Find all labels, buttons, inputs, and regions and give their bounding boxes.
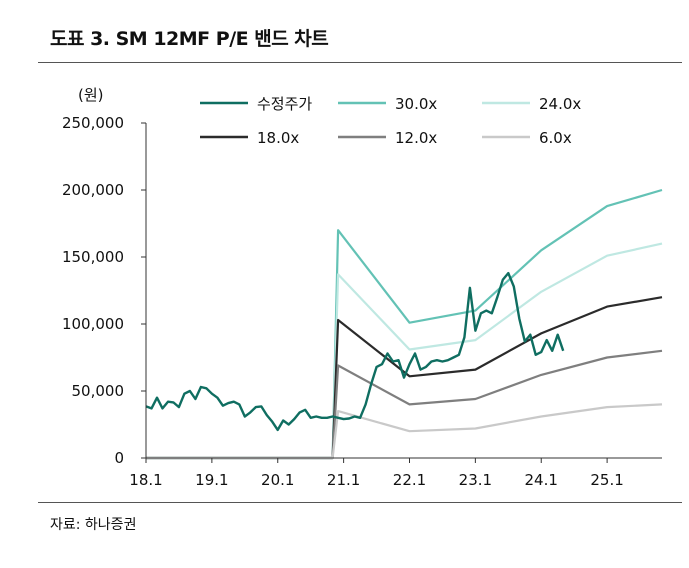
bottom-divider bbox=[38, 502, 682, 503]
series-line-30.0x bbox=[146, 188, 663, 460]
y-tick-label: 150,000 bbox=[62, 248, 124, 266]
legend-label: 12.0x bbox=[395, 129, 437, 147]
legend: 수정주가 30.0x 24.0x 18.0x 12.0x 6.0x bbox=[200, 95, 581, 147]
top-divider bbox=[38, 62, 682, 63]
y-tick-label: 0 bbox=[114, 449, 124, 467]
series-line-수정주가 bbox=[145, 271, 565, 432]
legend-label: 6.0x bbox=[539, 129, 572, 147]
x-tick-label: 20.1 bbox=[261, 471, 294, 489]
source-note: 자료: 하나증권 bbox=[50, 517, 137, 533]
x-tick-label: 23.1 bbox=[459, 471, 492, 489]
series-line-6.0x bbox=[146, 403, 663, 460]
y-tick-label: 50,000 bbox=[72, 382, 125, 400]
x-tick-label: 21.1 bbox=[327, 471, 360, 489]
x-tick-label: 22.1 bbox=[393, 471, 426, 489]
x-tick-label: 25.1 bbox=[590, 471, 623, 489]
series-line-24.0x bbox=[146, 242, 663, 460]
legend-label: 18.0x bbox=[257, 129, 299, 147]
y-tick-label: 200,000 bbox=[62, 181, 124, 199]
x-tick-label: 18.1 bbox=[129, 471, 162, 489]
legend-label: 수정주가 bbox=[257, 95, 312, 113]
y-tick-label: 100,000 bbox=[62, 315, 124, 333]
x-tick-label: 19.1 bbox=[195, 471, 228, 489]
y-axis-unit-label: (원) bbox=[78, 86, 104, 104]
series-layer bbox=[145, 188, 663, 460]
chart-title: 도표 3. SM 12MF P/E 밴드 차트 bbox=[50, 28, 329, 50]
legend-label: 30.0x bbox=[395, 95, 437, 113]
y-tick-label: 250,000 bbox=[62, 114, 124, 132]
legend-label: 24.0x bbox=[539, 95, 581, 113]
axes-layer: 0 50,000 100,000 150,000 200,000 250,000 18.1 1… bbox=[62, 114, 662, 489]
x-tick-label: 24.1 bbox=[525, 471, 558, 489]
